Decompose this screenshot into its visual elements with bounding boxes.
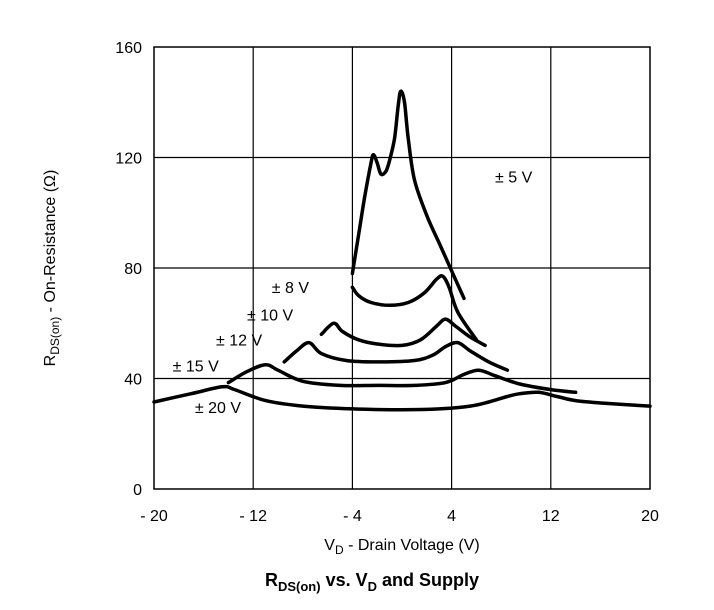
series-line-1 [350,274,479,342]
series-line-3 [282,340,510,372]
plot-frame [153,46,651,490]
y-tick-label: 40 [124,372,142,389]
y-tick-label: 120 [115,151,142,168]
x-tick-label: 4 [447,508,456,525]
y-tick-labels: 0 40 80 120 160 [115,40,142,499]
series-line-2 [319,317,487,348]
x-tick-label: - 12 [239,508,267,525]
series-label-1: ± 8 V [272,280,310,297]
series-layer [152,89,652,412]
series-labels: ± 5 V ± 8 V ± 10 V ± 12 V ± 15 V ± 20 V [173,169,533,417]
y-axis-label: RDS(on) - On-Resistance (Ω) [42,170,62,367]
y-tick-label: 0 [133,482,142,499]
y-tick-label: 160 [115,40,142,57]
series-label-0: ± 5 V [495,169,533,186]
y-tick-label: 80 [124,261,142,278]
series-label-5: ± 20 V [195,400,241,417]
x-tick-label: 20 [641,508,659,525]
series-label-4: ± 15 V [173,359,219,376]
grid-layer [154,47,650,489]
chart-title: RDS(on) vs. VD and Supply [265,570,479,594]
x-tick-label: - 4 [343,508,362,525]
series-line-4 [226,362,578,395]
series-label-3: ± 12 V [216,332,262,349]
series-label-2: ± 10 V [247,307,293,324]
x-tick-label: 12 [542,508,560,525]
series-line-0 [350,89,466,301]
x-tick-labels: - 20 - 12 - 4 4 12 20 [140,508,659,525]
x-tick-label: - 20 [140,508,168,525]
series-line-5 [152,384,652,412]
x-axis-label: VD - Drain Voltage (V) [324,537,479,557]
